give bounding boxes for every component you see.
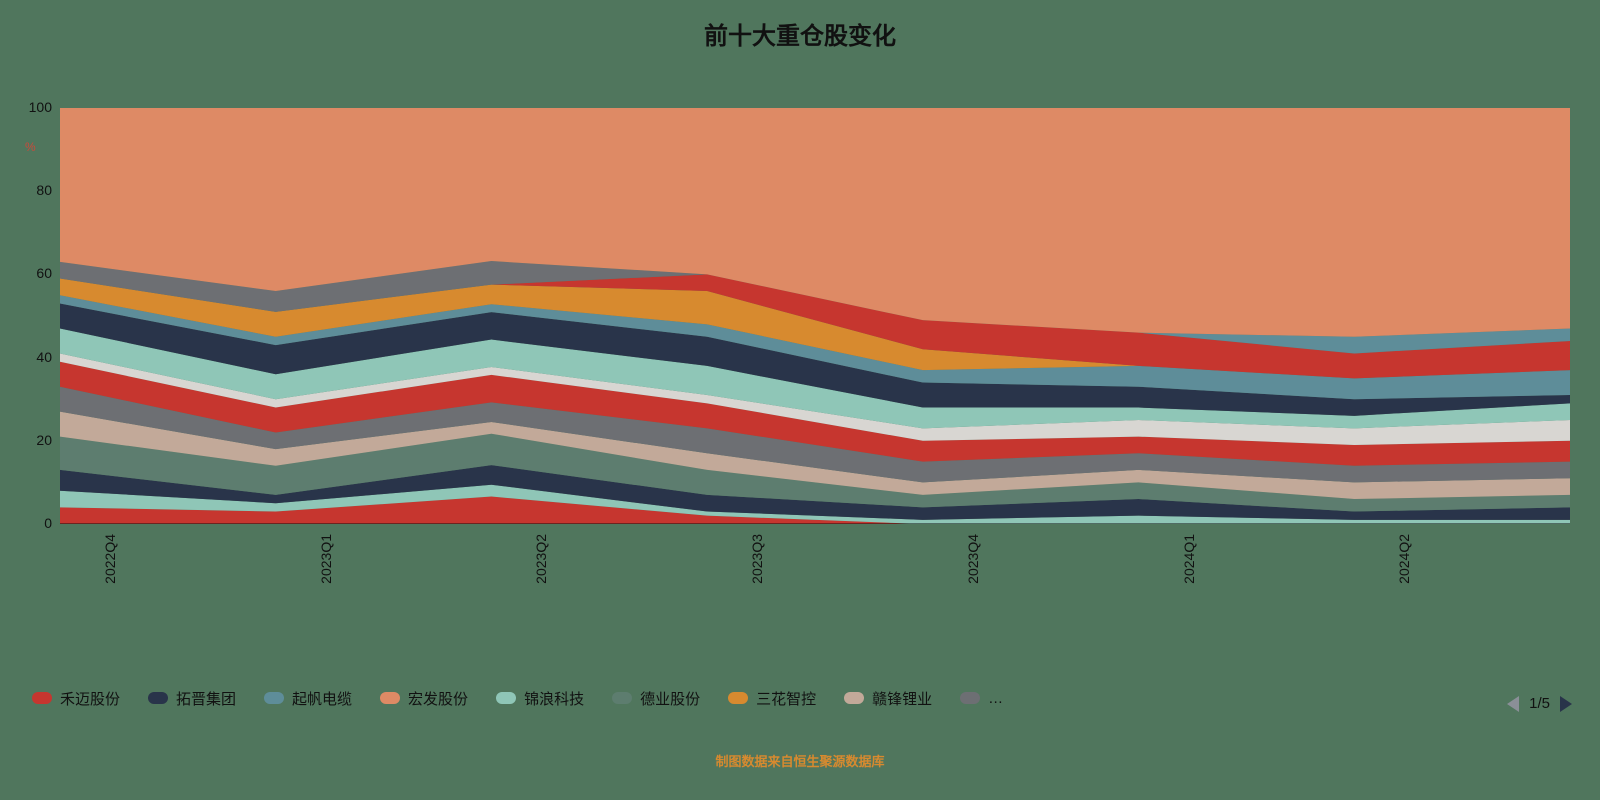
legend-swatch xyxy=(496,692,516,704)
legend-item[interactable]: 禾迈股份 xyxy=(32,688,120,709)
x-tick-label: 2022Q4 xyxy=(102,534,118,584)
y-tick-label: 20 xyxy=(12,432,52,448)
legend-label: 起帆电缆 xyxy=(292,688,352,709)
legend-item[interactable]: 赣锋锂业 xyxy=(844,688,932,709)
chart-title: 前十大重仓股变化 xyxy=(0,16,1600,51)
y-tick-label: 0 xyxy=(12,515,52,531)
legend: 禾迈股份 拓晋集团 起帆电缆 宏发股份 锦浪科技 德业股份 三花智控 赣锋锂业 … xyxy=(32,684,1568,712)
chart-container: 前十大重仓股变化 % 0 20 40 60 80 100 2022Q4 2023Q1 2023… xyxy=(0,0,1600,800)
y-tick-label: 100 xyxy=(12,99,52,115)
legend-label: 宏发股份 xyxy=(408,688,468,709)
legend-label: 禾迈股份 xyxy=(60,688,120,709)
legend-pager: 1/5 xyxy=(1507,695,1572,712)
legend-swatch xyxy=(380,692,400,704)
legend-item[interactable]: 宏发股份 xyxy=(380,688,468,709)
legend-item[interactable]: 德业股份 xyxy=(612,688,700,709)
legend-swatch xyxy=(612,692,632,704)
legend-swatch xyxy=(844,692,864,704)
legend-label: … xyxy=(988,690,1003,707)
x-tick-label: 2023Q4 xyxy=(965,534,981,584)
pager-next-icon[interactable] xyxy=(1560,696,1572,712)
stacked-area-svg xyxy=(60,108,1570,524)
legend-swatch xyxy=(728,692,748,704)
pager-text: 1/5 xyxy=(1529,695,1550,712)
y-axis-unit: % xyxy=(25,140,36,154)
legend-swatch xyxy=(32,692,52,704)
x-tick-label: 2024Q1 xyxy=(1180,534,1196,584)
x-tick-label: 2023Q3 xyxy=(749,534,765,584)
legend-swatch xyxy=(148,692,168,704)
legend-swatch xyxy=(264,692,284,704)
legend-label: 赣锋锂业 xyxy=(872,688,932,709)
legend-swatch xyxy=(960,692,980,704)
pager-prev-icon[interactable] xyxy=(1507,696,1519,712)
plot-area xyxy=(60,108,1570,524)
legend-label: 三花智控 xyxy=(756,688,816,709)
legend-item[interactable]: 起帆电缆 xyxy=(264,688,352,709)
legend-label: 锦浪科技 xyxy=(524,688,584,709)
legend-item[interactable]: … xyxy=(960,690,1003,707)
x-tick-label: 2023Q1 xyxy=(318,534,334,584)
legend-label: 德业股份 xyxy=(640,688,700,709)
legend-label: 拓晋集团 xyxy=(176,688,236,709)
legend-item[interactable]: 锦浪科技 xyxy=(496,688,584,709)
legend-item[interactable]: 拓晋集团 xyxy=(148,688,236,709)
footer-source: 制图数据来自恒生聚源数据库 xyxy=(0,751,1600,770)
x-tick-label: 2023Q2 xyxy=(533,534,549,584)
legend-item[interactable]: 三花智控 xyxy=(728,688,816,709)
y-tick-label: 60 xyxy=(12,265,52,281)
x-tick-label: 2024Q2 xyxy=(1396,534,1412,584)
y-tick-label: 80 xyxy=(12,182,52,198)
y-tick-label: 40 xyxy=(12,349,52,365)
